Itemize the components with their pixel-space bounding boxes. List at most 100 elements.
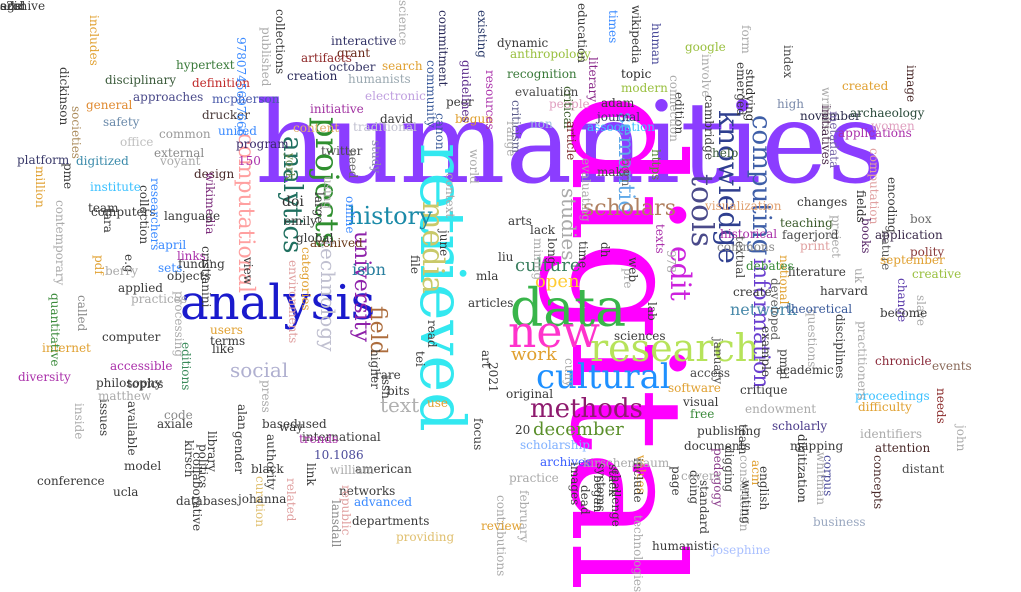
cloud-word: interactive — [331, 34, 397, 48]
cloud-word: computer — [102, 330, 161, 344]
cloud-word: visualization — [705, 199, 782, 213]
cloud-word: archive — [0, 0, 46, 13]
cloud-word: september — [880, 253, 945, 267]
cloud-word: quantitative — [48, 293, 62, 367]
cloud-word: related — [284, 478, 298, 522]
cloud-word: historical — [720, 227, 778, 241]
cloud-word: make — [597, 165, 630, 179]
cloud-word: million — [33, 166, 47, 208]
cloud-word: william — [330, 463, 375, 477]
cloud-word: november — [800, 109, 861, 123]
cloud-word: initiatives — [819, 105, 833, 165]
cloud-word: 2021 — [486, 362, 500, 393]
cloud-word: large — [312, 192, 326, 224]
cloud-word: help — [712, 146, 739, 160]
cloud-word: box — [910, 212, 932, 226]
cloud-word: journal — [597, 110, 641, 124]
cloud-word: encoding — [885, 177, 899, 233]
cloud-word: resources — [483, 70, 497, 130]
cloud-word: external — [154, 146, 205, 160]
cloud-word: cambridge — [702, 95, 716, 160]
cloud-word: involve — [699, 54, 713, 98]
cloud-word: harvard — [820, 284, 868, 298]
cloud-word: documents — [684, 439, 751, 453]
cloud-word: josephine — [712, 543, 771, 557]
cloud-word: questions — [805, 309, 819, 368]
cloud-word: dead — [578, 485, 592, 515]
cloud-word: application — [875, 228, 943, 242]
cloud-word: way — [279, 420, 304, 434]
cloud-word: evaluation — [515, 85, 579, 99]
cloud-word: liu — [498, 250, 514, 264]
cloud-word: chronicle — [875, 354, 932, 368]
cloud-word: traditional — [353, 120, 417, 134]
cloud-word: theoretical — [786, 302, 853, 316]
cloud-word: arts — [508, 214, 532, 228]
cloud-word: york — [283, 153, 297, 181]
cloud-word: field — [365, 306, 390, 355]
cloud-word: cuny — [562, 358, 576, 387]
cloud-word: departments — [352, 514, 430, 528]
cloud-word: computers — [91, 205, 156, 219]
cloud-word: scholarly — [772, 419, 828, 433]
cloud-word: rare — [375, 368, 401, 382]
cloud-word: concepts — [871, 455, 885, 510]
cloud-word: dickinson — [57, 67, 71, 126]
cloud-word: applied — [118, 281, 163, 295]
cloud-word: dh — [598, 242, 612, 258]
cloud-word: united — [218, 124, 257, 138]
cloud-word: challenge — [609, 468, 623, 527]
cloud-word: johanna — [238, 492, 287, 506]
cloud-word: platform — [17, 153, 70, 167]
cloud-word: begun — [455, 112, 493, 126]
cloud-word: mla — [476, 269, 499, 283]
cloud-word: black — [251, 462, 284, 476]
cloud-word: access — [690, 366, 731, 380]
cloud-word: index — [781, 45, 795, 79]
cloud-word: create — [733, 285, 772, 299]
cloud-word: critique — [740, 383, 788, 397]
cloud-word: image — [904, 65, 918, 103]
cloud-word: accessible — [110, 359, 173, 373]
cloud-word: technology — [316, 240, 340, 352]
cloud-word: mining — [531, 238, 545, 281]
cloud-word: john — [954, 425, 968, 452]
cloud-word: bits — [387, 384, 410, 398]
cloud-word: digitized — [76, 154, 129, 168]
cloud-word: content — [293, 121, 340, 135]
cloud-word: google — [685, 40, 726, 54]
cloud-word: gender — [232, 431, 246, 475]
cloud-word: mapping — [790, 439, 844, 453]
cloud-word: cultural — [536, 357, 671, 397]
cloud-word: research — [590, 326, 760, 370]
cloud-word: non — [530, 117, 553, 131]
cloud-word: internet — [42, 341, 91, 355]
cloud-word: pme — [61, 163, 75, 190]
cloud-word: team — [88, 201, 119, 215]
cloud-word: grant — [337, 46, 371, 60]
cloud-word: humanists — [348, 72, 411, 86]
cloud-word: contemporary — [53, 200, 67, 286]
cloud-word: philosophy — [96, 376, 162, 390]
cloud-word: created — [842, 79, 889, 93]
cloud-word: 150 — [238, 154, 261, 168]
cloud-word: based — [262, 417, 298, 431]
cloud-word: data — [510, 279, 627, 339]
cloud-word: read — [425, 320, 439, 348]
cloud-word: international — [302, 430, 381, 444]
cloud-word: evaluating — [579, 158, 593, 222]
cloud-word: used — [298, 417, 327, 431]
cloud-word: difficulty — [858, 400, 912, 414]
cloud-word: lack — [530, 223, 555, 237]
cloud-word: contributions — [494, 495, 508, 577]
cloud-word: 20 — [515, 423, 531, 437]
cloud-word: age — [0, 0, 22, 13]
cloud-word: technologies — [631, 514, 645, 592]
cloud-word: emily — [284, 214, 317, 228]
cloud-word: creation — [287, 69, 338, 83]
cloud-word: books — [859, 218, 873, 254]
cloud-word: digging — [722, 446, 736, 493]
cloud-word: guidelines — [459, 60, 473, 123]
cloud-word: use — [427, 396, 448, 410]
cloud-word: april — [158, 238, 187, 252]
